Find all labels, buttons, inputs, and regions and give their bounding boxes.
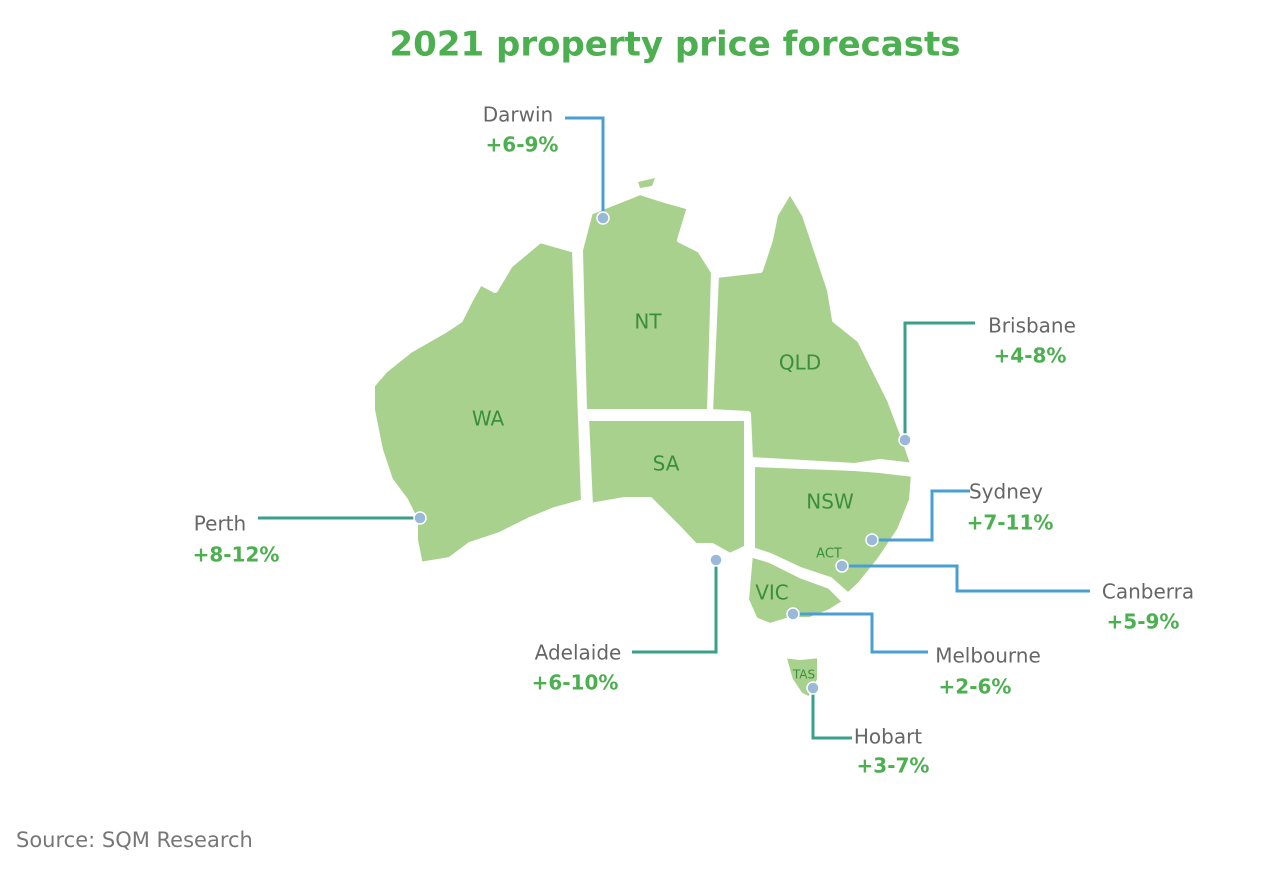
state-shape [369,237,587,568]
city-name: Adelaide [535,641,622,665]
state-shape [743,551,849,629]
state-label: WA [472,407,505,431]
city-forecast: +3-7% [857,754,930,778]
state-label: VIC [755,581,789,605]
city-forecast: +8-12% [193,543,280,567]
city-name: Hobart [854,725,922,749]
source: Source: SQM Research [16,828,253,852]
city-dot [709,553,723,567]
state-shape [707,187,917,469]
island [638,178,655,188]
state-label: NT [634,310,662,334]
city-forecast: +5-9% [1107,610,1180,634]
city-forecast: +7-11% [967,511,1054,535]
city-dot [835,559,849,573]
leader-line [842,564,1090,593]
city-dot [806,681,820,695]
australia-map [369,178,917,703]
title: 2021 property price forecasts [390,25,961,65]
state-shape [749,461,917,599]
state-label: SA [653,452,680,476]
city-forecast: +2-6% [939,675,1012,699]
city-dot [865,533,879,547]
leader-line [565,116,605,218]
city-callouts: Darwin +6-9% Brisbane +4-8% Perth +8-12% Sydne… [193,103,1195,778]
state-labels: WA NT SA QLD NSW ACT VIC TAS [472,310,854,682]
state-label: ACT [816,547,842,562]
state-shape [577,189,717,415]
city-name: Brisbane [988,314,1076,338]
city-name: Canberra [1102,580,1194,604]
state-label: NSW [806,490,854,514]
leader-line [632,560,718,654]
city-dot [413,511,427,525]
city-name: Perth [194,512,246,536]
city-forecast: +4-8% [994,344,1067,368]
city-name: Darwin [483,103,553,127]
leader-line [793,612,928,654]
leader-line [811,688,852,740]
city-dot [898,433,912,447]
state-label: TAS [792,668,815,682]
leader-line [903,321,975,440]
city-name: Melbourne [935,644,1041,668]
city-dot [596,211,610,225]
city-name: Sydney [969,480,1043,504]
state-shape [583,415,750,559]
city-forecast: +6-10% [532,671,619,695]
state-label: QLD [779,351,821,375]
leader-line [872,489,970,542]
city-dot [786,607,800,621]
city-forecast: +6-9% [486,133,559,157]
